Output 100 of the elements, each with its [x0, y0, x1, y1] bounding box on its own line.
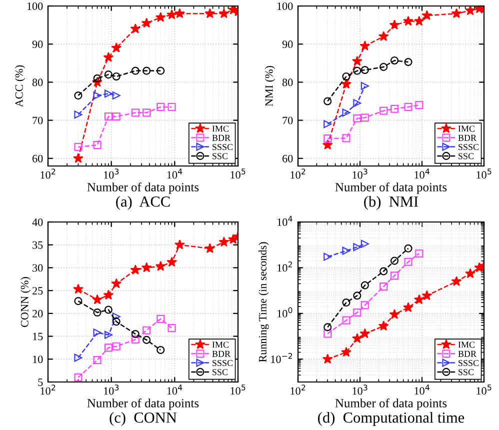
point	[342, 298, 350, 307]
point	[352, 333, 362, 343]
point	[341, 346, 352, 357]
point	[342, 134, 350, 142]
y-axis-title: ACC (%)	[15, 65, 26, 108]
legend-label: SSSC	[212, 144, 233, 150]
y-tick-label: 60	[32, 154, 43, 162]
x-axis-title: Number of data points	[335, 398, 447, 410]
y-tick-label: 20	[32, 310, 43, 318]
x-tick-label: 10$^{5}$	[476, 168, 492, 179]
x-tick-label: 10$^{4}$	[414, 384, 430, 395]
x-axis-title: Number of data points	[87, 398, 199, 410]
y-tick-label: 10$^{0}$	[278, 307, 292, 318]
y-tick-label: 60	[282, 154, 293, 162]
x-tick-label: 10$^{3}$	[352, 384, 368, 395]
y-axis-title: NMI (%)	[265, 66, 276, 106]
y-tick-label: 90	[282, 40, 293, 48]
point	[380, 62, 388, 71]
point	[404, 258, 412, 266]
legend-label: SSSC	[458, 360, 479, 366]
point	[404, 58, 412, 66]
point	[404, 102, 412, 111]
legend-label: SSSC	[458, 144, 479, 150]
y-tick-label: 10$^{4}$	[278, 216, 292, 226]
point	[390, 104, 399, 113]
legend-label: IMC	[212, 126, 229, 132]
y-tick-label: 10	[33, 356, 43, 364]
point	[342, 316, 350, 324]
x-tick-label: 10$^{2}$	[40, 168, 56, 179]
point	[389, 20, 400, 30]
point	[342, 72, 350, 81]
legend-label: BDR	[212, 350, 230, 357]
y-tick-label: 35	[32, 241, 43, 249]
point	[380, 106, 388, 115]
point	[390, 56, 399, 65]
legend-label: BDR	[212, 134, 230, 141]
y-tick-label: 70	[282, 116, 293, 124]
point	[380, 282, 388, 291]
y-tick-label: 100	[277, 2, 293, 10]
legend-label: IMC	[458, 126, 475, 132]
point	[404, 244, 412, 252]
legend-label: IMC	[458, 342, 475, 348]
legend-label: SSC	[458, 369, 474, 376]
y-tick-label: 30	[32, 264, 43, 272]
x-tick-label: 10$^{4}$	[167, 384, 182, 395]
point	[403, 16, 414, 26]
point	[414, 294, 424, 304]
x-tick-label: 10$^{5}$	[230, 168, 246, 179]
x-axis-title: Number of data points	[335, 182, 447, 194]
x-tick-label: 10$^{2}$	[290, 384, 306, 395]
point	[403, 302, 414, 312]
y-axis-title: Running Time (in seconds)	[258, 242, 269, 362]
point	[353, 99, 362, 108]
point	[342, 246, 350, 255]
point	[341, 78, 352, 89]
y-tick-label: 80	[32, 78, 43, 86]
point	[353, 114, 362, 122]
point	[353, 292, 362, 300]
y-tick-label: 100	[27, 2, 43, 10]
x-tick-label: 10$^{5}$	[476, 384, 492, 395]
x-tick-label: 10$^{2}$	[290, 168, 306, 179]
legend-label: SSC	[458, 153, 474, 160]
x-tick-label: 10$^{3}$	[352, 168, 368, 179]
legend-label: IMC	[212, 342, 229, 348]
x-axis-title: Number of data points	[87, 182, 199, 194]
legend-label: BDR	[458, 350, 476, 357]
y-tick-label: 70	[32, 116, 43, 124]
point	[389, 309, 400, 319]
point	[415, 249, 424, 258]
y-tick-label: 90	[32, 40, 43, 48]
legend-label: SSC	[212, 369, 228, 376]
x-tick-label: 10$^{5}$	[230, 384, 246, 395]
point	[390, 272, 399, 280]
y-tick-label: 80	[282, 78, 293, 86]
point	[378, 31, 389, 41]
y-tick-label: 40	[32, 218, 43, 226]
x-tick-label: 10$^{3}$	[104, 384, 119, 395]
point	[353, 243, 362, 252]
point	[352, 56, 362, 66]
legend-label: SSC	[212, 153, 228, 160]
point	[353, 308, 362, 317]
x-tick-label: 10$^{4}$	[167, 168, 182, 179]
text: (d) Computational time	[318, 412, 464, 426]
y-tick-label: 15	[33, 332, 43, 340]
x-tick-label: 10$^{2}$	[40, 384, 56, 395]
x-tick-label: 10$^{3}$	[104, 168, 119, 179]
text: (c) CONN	[110, 412, 177, 426]
legend-label: BDR	[458, 134, 476, 141]
text: (b) NMI	[364, 196, 418, 210]
point	[342, 108, 350, 117]
y-tick-label: 10$^{2}$	[278, 262, 292, 272]
y-tick-label: 25	[32, 287, 43, 295]
point	[415, 101, 424, 110]
text: (a) ACC	[116, 196, 170, 210]
point	[414, 16, 424, 26]
legend-label: SSSC	[212, 360, 233, 366]
x-tick-label: 10$^{4}$	[414, 168, 430, 179]
point	[390, 256, 399, 265]
point	[378, 320, 389, 331]
y-axis-title: CONN (%)	[20, 277, 31, 327]
